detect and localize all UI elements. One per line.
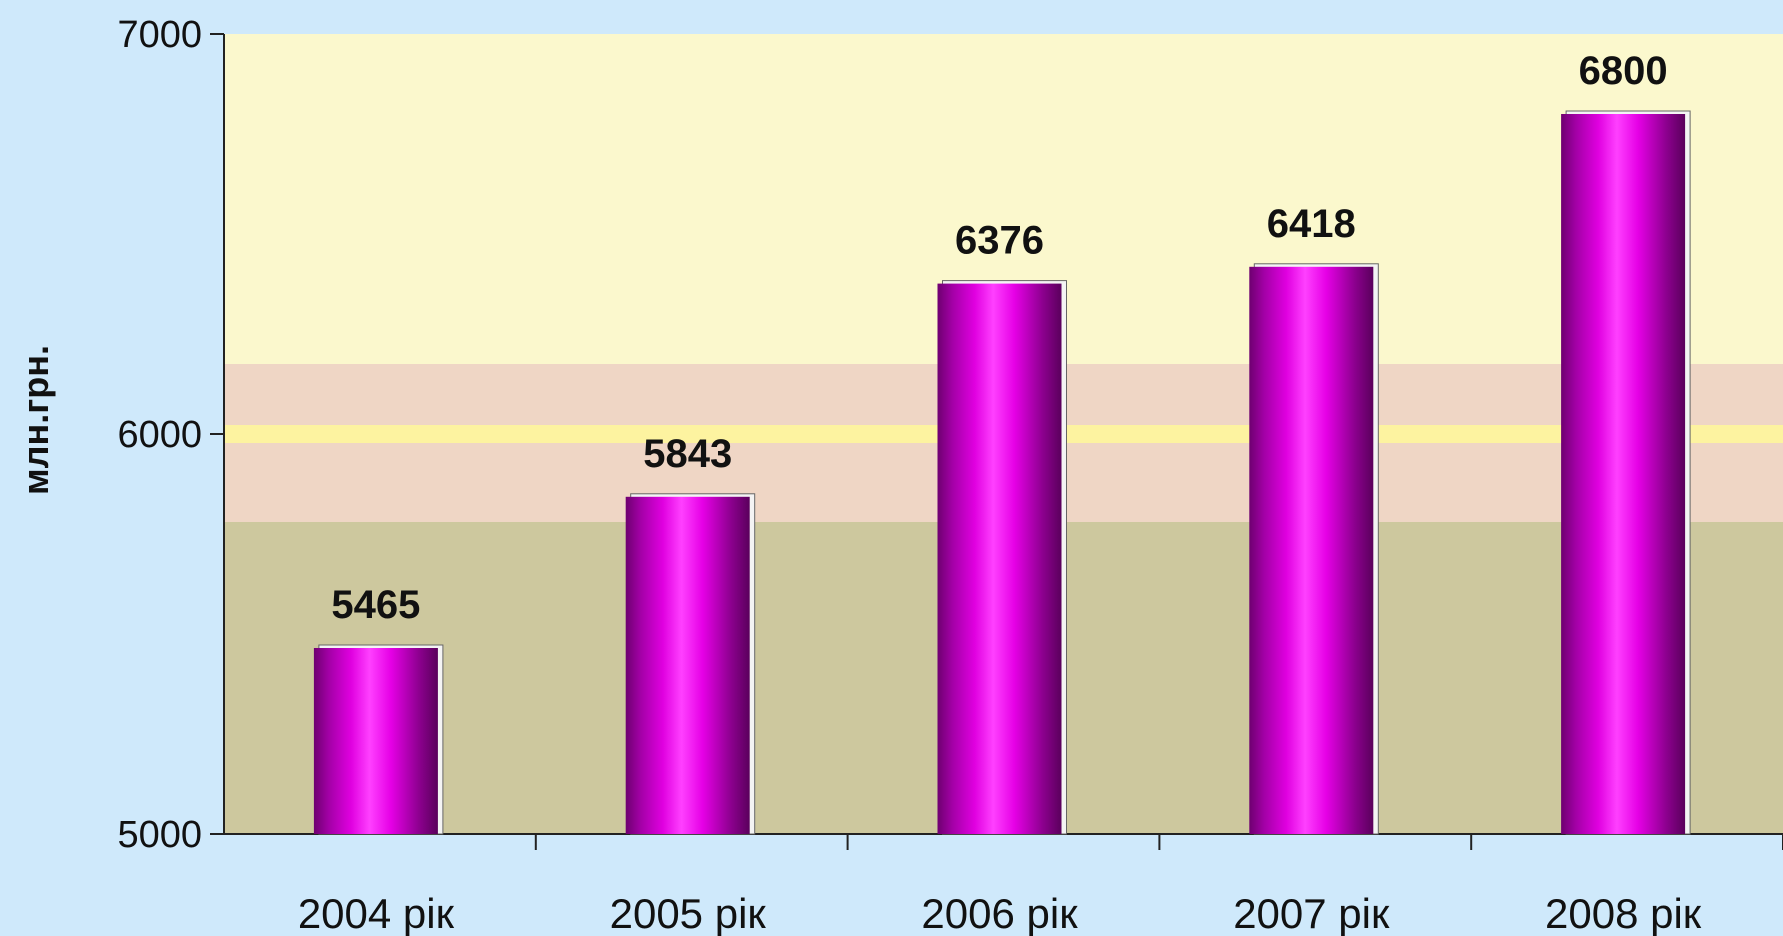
bar	[1249, 266, 1374, 834]
bar	[313, 648, 438, 834]
y-tick-label: 7000	[117, 14, 202, 56]
x-tick-label: 2006 рік	[921, 890, 1078, 936]
y-tick-label: 5000	[117, 814, 202, 856]
bar	[937, 283, 1062, 835]
data-label: 5465	[331, 583, 420, 627]
x-tick-label: 2007 рік	[1233, 890, 1390, 936]
bar	[1561, 114, 1686, 834]
x-tick-label: 2008 рік	[1545, 890, 1702, 936]
labels: 5000 6000 7000 5465 2004 рік 5843 2005 рік 6376…	[117, 14, 1701, 936]
y-axis-title: млн.грн.	[15, 345, 56, 495]
data-label: 6800	[1579, 49, 1668, 93]
x-tick-label: 2005 рік	[610, 890, 767, 936]
x-tick-label: 2004 рік	[298, 890, 455, 936]
bar	[625, 496, 750, 834]
bars	[313, 110, 1691, 835]
data-label: 6376	[955, 219, 1044, 263]
data-label: 6418	[1267, 202, 1356, 246]
data-label: 5843	[643, 432, 732, 476]
y-tick-label: 6000	[117, 414, 202, 456]
